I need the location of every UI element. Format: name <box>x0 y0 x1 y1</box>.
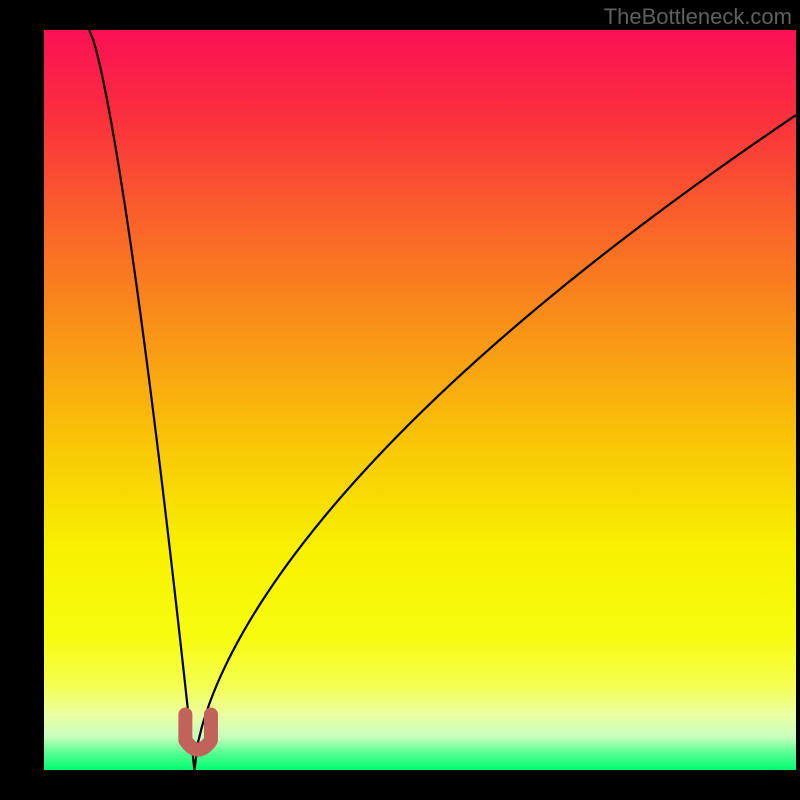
watermark-text: TheBottleneck.com <box>604 4 792 30</box>
chart-container: TheBottleneck.com <box>0 0 800 800</box>
chart-plot-background <box>44 30 796 770</box>
bottleneck-chart <box>0 0 800 800</box>
